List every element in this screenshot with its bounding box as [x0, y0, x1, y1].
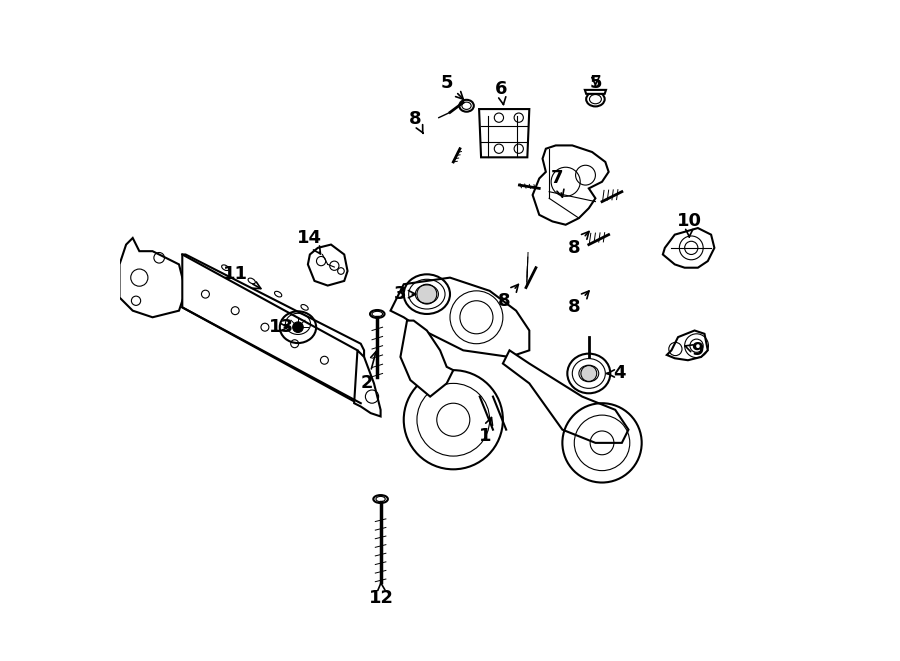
Text: 7: 7 — [551, 169, 564, 197]
Polygon shape — [391, 278, 529, 357]
Text: 8: 8 — [568, 231, 589, 257]
Text: 11: 11 — [222, 265, 261, 289]
Text: 12: 12 — [369, 583, 394, 607]
Text: 8: 8 — [410, 110, 423, 134]
Polygon shape — [308, 245, 347, 286]
Polygon shape — [400, 321, 454, 397]
Polygon shape — [479, 109, 529, 157]
Text: 8: 8 — [568, 291, 589, 317]
Polygon shape — [667, 330, 707, 360]
Polygon shape — [183, 254, 364, 403]
Circle shape — [292, 322, 303, 332]
Text: 1: 1 — [479, 418, 492, 446]
Polygon shape — [355, 350, 381, 416]
Text: 3: 3 — [394, 285, 416, 303]
Polygon shape — [503, 350, 628, 443]
Text: 5: 5 — [590, 73, 602, 92]
Text: 4: 4 — [608, 364, 626, 383]
Text: 13: 13 — [269, 318, 294, 336]
Circle shape — [580, 366, 597, 381]
Text: 5: 5 — [440, 73, 464, 99]
Text: 8: 8 — [498, 284, 518, 310]
Text: 10: 10 — [677, 212, 702, 237]
Polygon shape — [662, 228, 715, 268]
Polygon shape — [533, 145, 608, 225]
Polygon shape — [585, 90, 606, 94]
Text: 9: 9 — [685, 341, 704, 360]
Text: 2: 2 — [361, 352, 378, 393]
Text: 14: 14 — [297, 229, 322, 254]
Circle shape — [417, 284, 436, 304]
Polygon shape — [120, 238, 185, 317]
Text: 6: 6 — [495, 80, 507, 104]
